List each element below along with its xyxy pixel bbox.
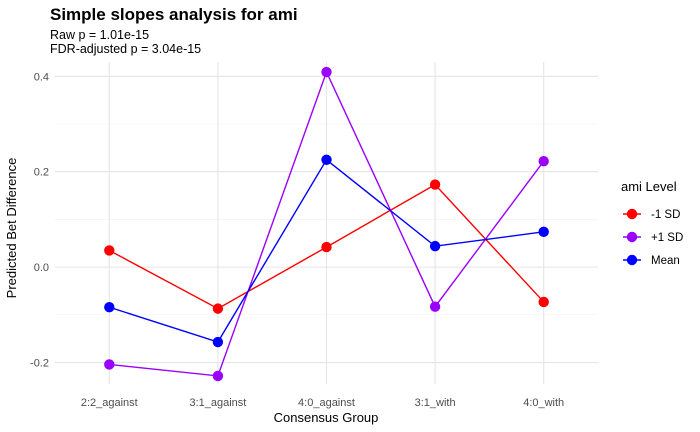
chart-subtitle-fdr-p: FDR-adjusted p = 3.04e-15 <box>50 42 201 56</box>
legend-key-point <box>626 231 638 243</box>
legend-label: -1 SD <box>651 209 680 221</box>
x-tick-label: 3:1_against <box>189 397 246 409</box>
plot-series <box>104 66 549 382</box>
legend-label: +1 SD <box>651 232 683 244</box>
data-point <box>538 296 549 308</box>
legend-label: Mean <box>651 255 680 267</box>
x-tick-label: 3:1_with <box>415 397 456 409</box>
y-axis-title: Predicted Bet Difference <box>4 158 19 299</box>
data-point <box>429 240 441 252</box>
legend-key-point <box>626 208 638 220</box>
x-tick-label: 2:2_against <box>81 397 138 409</box>
plot-grid <box>55 62 598 384</box>
y-tick-label: -0.2 <box>30 358 49 370</box>
y-tick-label: 0.2 <box>34 167 49 179</box>
x-axis-ticks: 2:2_against 3:1_against 4:0_against 3:1_wit… <box>81 397 564 409</box>
legend-item: Mean <box>623 254 680 267</box>
legend-title: ami Level <box>621 179 677 194</box>
chart-subtitle-raw-p: Raw p = 1.01e-15 <box>50 28 149 42</box>
x-axis-title: Consensus Group <box>274 410 379 425</box>
data-point <box>538 156 549 167</box>
legend-item: -1 SD <box>623 208 680 221</box>
data-point <box>321 154 332 165</box>
data-point <box>212 336 224 348</box>
y-tick-label: 0.4 <box>34 71 49 83</box>
data-point <box>321 241 332 253</box>
data-point <box>104 359 115 370</box>
data-point <box>212 370 224 382</box>
legend-item: +1 SD <box>623 231 683 244</box>
data-point <box>104 301 115 313</box>
data-point <box>104 245 115 256</box>
legend: ami Level -1 SD +1 SD Mean <box>621 179 683 267</box>
chart-title: Simple slopes analysis for ami <box>50 5 298 24</box>
data-point <box>321 66 332 78</box>
x-tick-label: 4:0_with <box>523 397 564 409</box>
data-point <box>538 226 549 238</box>
legend-key-point <box>626 254 638 266</box>
data-point <box>212 303 224 314</box>
y-tick-label: 0.0 <box>34 262 49 274</box>
data-point <box>429 301 441 312</box>
y-axis-ticks: -0.2 0.0 0.2 0.4 <box>30 71 49 369</box>
data-point <box>429 179 441 190</box>
x-tick-label: 4:0_against <box>298 397 355 409</box>
